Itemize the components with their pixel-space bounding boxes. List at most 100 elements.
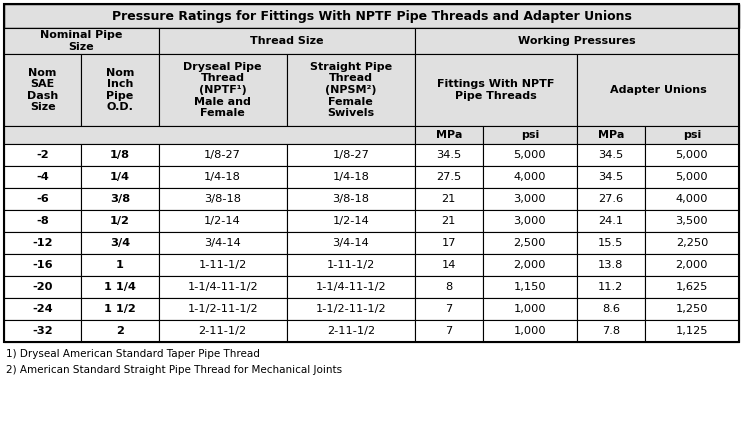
Text: 1/8-27: 1/8-27 <box>332 150 369 160</box>
Text: 2) American Standard Straight Pipe Thread for Mechanical Joints: 2) American Standard Straight Pipe Threa… <box>6 365 342 375</box>
Bar <box>645 188 739 210</box>
Bar <box>577 210 645 232</box>
Text: 1-1/4-11-1/2: 1-1/4-11-1/2 <box>187 282 258 292</box>
Bar <box>158 166 287 188</box>
Bar <box>483 144 577 166</box>
Bar <box>287 254 415 276</box>
Text: 3/4: 3/4 <box>110 238 130 248</box>
Bar <box>415 28 739 54</box>
Bar <box>483 254 577 276</box>
Text: Working Pressures: Working Pressures <box>518 36 636 46</box>
Bar <box>287 166 415 188</box>
Text: 1,125: 1,125 <box>675 326 708 336</box>
Bar <box>645 320 739 342</box>
Text: 13.8: 13.8 <box>598 260 623 270</box>
Text: 3/4-14: 3/4-14 <box>332 238 369 248</box>
Text: 34.5: 34.5 <box>598 150 623 160</box>
Text: 1/2-14: 1/2-14 <box>204 216 241 226</box>
Text: 4,000: 4,000 <box>675 194 708 204</box>
Text: 2,500: 2,500 <box>513 238 546 248</box>
Bar <box>415 188 483 210</box>
Text: 7: 7 <box>445 326 452 336</box>
Text: 8: 8 <box>445 282 452 292</box>
Bar <box>287 232 415 254</box>
Bar <box>4 320 81 342</box>
Bar <box>4 4 739 28</box>
Bar <box>645 210 739 232</box>
Text: 5,000: 5,000 <box>675 150 708 160</box>
Text: 1,625: 1,625 <box>675 282 708 292</box>
Bar <box>577 188 645 210</box>
Bar <box>415 254 483 276</box>
Bar <box>81 298 158 320</box>
Text: 1) Dryseal American Standard Taper Pipe Thread: 1) Dryseal American Standard Taper Pipe … <box>6 349 260 359</box>
Bar <box>81 54 158 126</box>
Text: 1: 1 <box>116 260 124 270</box>
Text: 2,000: 2,000 <box>513 260 546 270</box>
Bar <box>645 276 739 298</box>
Bar <box>4 166 81 188</box>
Text: 27.6: 27.6 <box>598 194 623 204</box>
Bar <box>81 144 158 166</box>
Bar <box>81 210 158 232</box>
Text: 1/2-14: 1/2-14 <box>332 216 369 226</box>
Text: -6: -6 <box>36 194 49 204</box>
Bar <box>415 54 577 126</box>
Text: Pressure Ratings for Fittings With NPTF Pipe Threads and Adapter Unions: Pressure Ratings for Fittings With NPTF … <box>111 10 632 22</box>
Text: 7.8: 7.8 <box>602 326 620 336</box>
Bar <box>158 276 287 298</box>
Bar <box>415 126 483 144</box>
Text: 5,000: 5,000 <box>513 150 546 160</box>
Text: 1/2: 1/2 <box>110 216 130 226</box>
Bar <box>645 144 739 166</box>
Text: 1,250: 1,250 <box>675 304 708 314</box>
Text: 21: 21 <box>441 216 456 226</box>
Text: 2,000: 2,000 <box>675 260 708 270</box>
Bar <box>415 166 483 188</box>
Bar <box>577 276 645 298</box>
Text: 7: 7 <box>445 304 452 314</box>
Text: 14: 14 <box>441 260 456 270</box>
Bar <box>4 232 81 254</box>
Bar <box>158 320 287 342</box>
Text: 1-11-1/2: 1-11-1/2 <box>327 260 375 270</box>
Text: Adapter Unions: Adapter Unions <box>609 85 707 95</box>
Bar <box>415 210 483 232</box>
Bar <box>158 188 287 210</box>
Text: 3,500: 3,500 <box>675 216 708 226</box>
Bar <box>483 126 577 144</box>
Bar <box>483 320 577 342</box>
Text: 1,000: 1,000 <box>513 326 546 336</box>
Bar <box>158 28 415 54</box>
Bar <box>287 188 415 210</box>
Bar <box>645 126 739 144</box>
Text: -32: -32 <box>33 326 53 336</box>
Bar <box>4 210 81 232</box>
Text: -4: -4 <box>36 172 49 182</box>
Bar <box>483 166 577 188</box>
Text: -12: -12 <box>33 238 53 248</box>
Bar <box>287 54 415 126</box>
Text: psi: psi <box>683 130 701 140</box>
Bar <box>287 298 415 320</box>
Text: MPa: MPa <box>597 130 624 140</box>
Text: 17: 17 <box>441 238 456 248</box>
Bar <box>483 188 577 210</box>
Bar <box>287 210 415 232</box>
Text: 1/8: 1/8 <box>110 150 130 160</box>
Bar <box>483 210 577 232</box>
Text: 1-1/2-11-1/2: 1-1/2-11-1/2 <box>316 304 386 314</box>
Text: 1-1/2-11-1/2: 1-1/2-11-1/2 <box>187 304 258 314</box>
Text: 1/4-18: 1/4-18 <box>204 172 241 182</box>
Text: -20: -20 <box>33 282 53 292</box>
Text: 1 1/2: 1 1/2 <box>104 304 136 314</box>
Bar <box>645 232 739 254</box>
Text: 8.6: 8.6 <box>602 304 620 314</box>
Bar <box>645 166 739 188</box>
Bar <box>287 320 415 342</box>
Bar <box>415 144 483 166</box>
Text: -8: -8 <box>36 216 49 226</box>
Text: 15.5: 15.5 <box>598 238 623 248</box>
Text: 11.2: 11.2 <box>598 282 623 292</box>
Bar <box>81 276 158 298</box>
